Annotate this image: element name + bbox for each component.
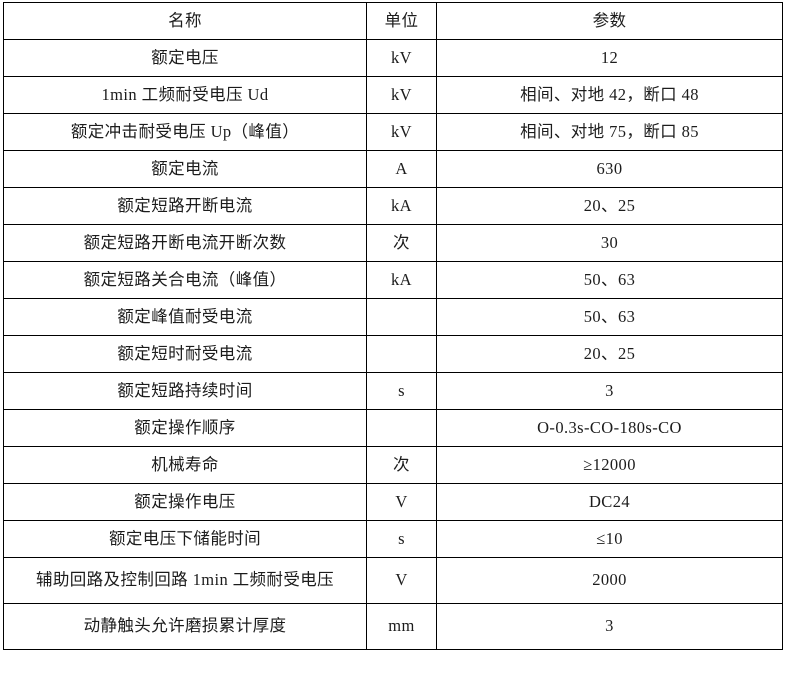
cell-parameter-value: 12: [436, 39, 783, 77]
cell-parameter-name: 额定操作电压: [3, 483, 367, 521]
cell-parameter-value: 相间、对地 42，断口 48: [436, 76, 783, 114]
cell-parameter-value: 20、25: [436, 335, 783, 373]
cell-parameter-unit: V: [366, 483, 437, 521]
table-row: 辅助回路及控制回路 1min 工频耐受电压 V 2000: [3, 557, 783, 604]
cell-parameter-unit: kV: [366, 39, 437, 77]
table-row: 额定冲击耐受电压 Up（峰值） kV 相间、对地 75，断口 85: [3, 113, 783, 151]
cell-parameter-unit: kV: [366, 76, 437, 114]
cell-parameter-name: 额定电流: [3, 150, 367, 188]
table-row: 动静触头允许磨损累计厚度 mm 3: [3, 603, 783, 650]
cell-parameter-unit: kA: [366, 261, 437, 299]
cell-parameter-name: 机械寿命: [3, 446, 367, 484]
table-row: 额定短时耐受电流 20、25: [3, 335, 783, 373]
cell-parameter-unit: V: [366, 557, 437, 604]
table-header-row: 名称 单位 参数: [3, 2, 783, 40]
cell-parameter-value: DC24: [436, 483, 783, 521]
column-header-unit: 单位: [366, 2, 437, 40]
cell-parameter-value: O-0.3s-CO-180s-CO: [436, 409, 783, 447]
cell-parameter-name: 额定电压下储能时间: [3, 520, 367, 558]
table-row: 额定操作电压 V DC24: [3, 483, 783, 521]
cell-parameter-name: 辅助回路及控制回路 1min 工频耐受电压: [3, 557, 367, 604]
cell-parameter-name: 额定电压: [3, 39, 367, 77]
cell-parameter-name: 动静触头允许磨损累计厚度: [3, 603, 367, 650]
table-row: 额定电压下储能时间 s ≤10: [3, 520, 783, 558]
cell-parameter-unit: 次: [366, 446, 437, 484]
cell-parameter-value: 30: [436, 224, 783, 262]
cell-parameter-value: 3: [436, 372, 783, 410]
cell-parameter-value: ≥12000: [436, 446, 783, 484]
cell-parameter-unit: mm: [366, 603, 437, 650]
table-row: 机械寿命次 ≥12000: [3, 446, 783, 484]
cell-parameter-name: 额定短路关合电流（峰值）: [3, 261, 367, 299]
cell-parameter-unit: kV: [366, 113, 437, 151]
cell-parameter-unit: 次: [366, 224, 437, 262]
cell-parameter-value: 20、25: [436, 187, 783, 225]
table-row: 额定峰值耐受电流 50、63: [3, 298, 783, 336]
table-row: 额定短路关合电流（峰值） kA 50、63: [3, 261, 783, 299]
cell-parameter-name: 额定峰值耐受电流: [3, 298, 367, 336]
table-row: 额定操作顺序 O-0.3s-CO-180s-CO: [3, 409, 783, 447]
table-row: 额定短路开断电流开断次数次 30: [3, 224, 783, 262]
column-header-name: 名称: [3, 2, 367, 40]
table-row: 额定短路持续时间 s 3: [3, 372, 783, 410]
cell-parameter-value: 50、63: [436, 298, 783, 336]
cell-parameter-name: 额定操作顺序: [3, 409, 367, 447]
cell-parameter-unit: s: [366, 372, 437, 410]
cell-parameter-name: 额定短时耐受电流: [3, 335, 367, 373]
cell-parameter-unit: [366, 298, 437, 336]
cell-parameter-value: ≤10: [436, 520, 783, 558]
cell-parameter-unit: s: [366, 520, 437, 558]
cell-parameter-name: 1min 工频耐受电压 Ud: [3, 76, 367, 114]
table-row: 额定电流 A 630: [3, 150, 783, 188]
cell-parameter-value: 50、63: [436, 261, 783, 299]
cell-parameter-value: 630: [436, 150, 783, 188]
specification-table: 名称 单位 参数 额定电压 kV 12 1min 工频耐受电压 Ud kV 相间、对地 42，断…: [3, 2, 783, 650]
cell-parameter-unit: kA: [366, 187, 437, 225]
cell-parameter-value: 3: [436, 603, 783, 650]
cell-parameter-value: 2000: [436, 557, 783, 604]
cell-parameter-value: 相间、对地 75，断口 85: [436, 113, 783, 151]
cell-parameter-unit: [366, 335, 437, 373]
cell-parameter-unit: [366, 409, 437, 447]
cell-parameter-name: 额定短路开断电流开断次数: [3, 224, 367, 262]
table-row: 1min 工频耐受电压 Ud kV 相间、对地 42，断口 48: [3, 76, 783, 114]
table-row: 额定短路开断电流 kA 20、25: [3, 187, 783, 225]
cell-parameter-name: 额定短路持续时间: [3, 372, 367, 410]
cell-parameter-unit: A: [366, 150, 437, 188]
table-body: 名称 单位 参数 额定电压 kV 12 1min 工频耐受电压 Ud kV 相间、对地 42，断…: [3, 2, 783, 650]
table-row: 额定电压 kV 12: [3, 39, 783, 77]
column-header-param: 参数: [436, 2, 783, 40]
cell-parameter-name: 额定短路开断电流: [3, 187, 367, 225]
cell-parameter-name: 额定冲击耐受电压 Up（峰值）: [3, 113, 367, 151]
